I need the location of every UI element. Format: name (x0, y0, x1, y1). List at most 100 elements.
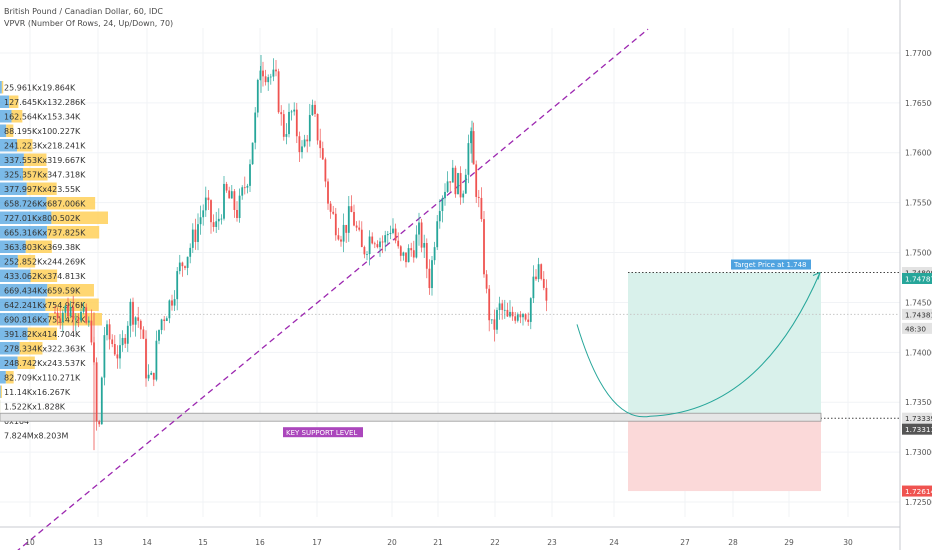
candle-body (498, 303, 501, 311)
candle-body (72, 306, 75, 320)
candle-body (493, 319, 496, 330)
candle-body (262, 70, 264, 77)
candle-body (545, 287, 548, 301)
candle-body (454, 167, 457, 195)
candle-body (82, 307, 85, 312)
candle-body (116, 354, 119, 359)
time-tick-label: 22 (490, 538, 500, 547)
time-tick-label: 24 (609, 538, 619, 547)
price-axis-tag: 48:30 (902, 322, 932, 334)
target-zone (628, 272, 821, 419)
candle-body (308, 115, 311, 142)
volume-profile-label: 325.357Kx347.318K (4, 171, 86, 180)
candle-body (342, 224, 345, 242)
candle-body (129, 301, 132, 326)
volume-up-bar (0, 342, 20, 355)
candle-body (405, 252, 407, 263)
candle-body (210, 200, 212, 223)
price-tag-bg (902, 322, 932, 334)
time-tick-label: 29 (784, 538, 794, 547)
candle-body (462, 193, 465, 198)
candle-body (537, 264, 540, 280)
candle-body (202, 210, 205, 218)
candle-body (392, 228, 394, 233)
candle-body (509, 311, 511, 317)
candle-body (176, 271, 179, 300)
volume-up-bar (0, 313, 49, 326)
candle-body (438, 211, 441, 222)
candle-body (77, 318, 80, 321)
candle-body (238, 195, 241, 219)
candle-body (269, 76, 272, 78)
volume-down-bar (5, 371, 14, 384)
candle-body (56, 312, 59, 319)
price-tick-label: 1.76000 (905, 149, 932, 158)
candle-body (402, 252, 405, 256)
volume-up-bar (0, 269, 31, 282)
key-support-label-text: KEY SUPPORT LEVEL (286, 429, 357, 437)
candle-body (542, 278, 545, 288)
candle-body (472, 131, 475, 165)
projection (576, 272, 821, 418)
volume-up-bar (0, 240, 26, 253)
volume-profile-label: 665.316Kx737.825K (4, 229, 86, 238)
time-tick-label: 10 (25, 538, 35, 547)
price-tag-bg (902, 423, 932, 435)
candle-body (220, 218, 223, 220)
price-tick-label: 1.77000 (905, 49, 932, 58)
price-tick-label: 1.74500 (905, 298, 932, 307)
stop-zone (628, 418, 821, 492)
volume-up-bar (0, 153, 24, 166)
price-axis-tag: 1.74787 (902, 272, 932, 284)
volume-up-bar (0, 298, 46, 311)
candle-body (373, 243, 376, 245)
candle-body (376, 244, 379, 248)
volume-down-bar (23, 168, 48, 181)
candle-body (433, 247, 436, 261)
price-tag-text: 1.74381 (905, 310, 932, 319)
candle-body (295, 109, 298, 137)
volume-down-bar (17, 139, 33, 152)
support-band (0, 412, 822, 422)
candle-body (158, 330, 160, 341)
candle-body (506, 309, 509, 317)
candle-body (306, 139, 309, 142)
candle-body (345, 224, 348, 233)
price-tick-label: 1.76500 (905, 99, 932, 108)
candle-body (256, 79, 259, 113)
candle-body (477, 196, 480, 198)
volume-up-bar (0, 139, 18, 152)
price-tag-text: 1.74787 (905, 274, 932, 283)
candle-body (264, 76, 267, 83)
candle-body (95, 362, 98, 422)
candle-body (126, 325, 129, 344)
candle-body (74, 318, 77, 320)
candle-body (100, 377, 103, 425)
candle-body (347, 206, 350, 233)
candle-body (275, 69, 277, 72)
time-tick-label: 21 (433, 538, 443, 547)
volume-down-bar (27, 327, 58, 340)
price-tag-text: 48:30 (905, 324, 926, 333)
candle-body (98, 421, 101, 425)
candle-body (355, 225, 358, 228)
candle-body (324, 159, 327, 182)
candle-body (280, 112, 283, 115)
candle-body (475, 164, 478, 197)
candle-body (189, 247, 192, 257)
volume-up-bar (0, 226, 48, 239)
candle-body (332, 211, 335, 214)
volume-profile-label: 377.997Kx423.55K (4, 185, 81, 194)
candle-body (394, 228, 397, 241)
candle-body (145, 338, 147, 379)
price-tag-bg (902, 272, 932, 284)
time-tick-label: 30 (843, 538, 853, 547)
volume-up-bar (0, 385, 1, 398)
candle-body (490, 319, 493, 321)
volume-up-bar (0, 371, 6, 384)
candle-body (186, 256, 189, 268)
